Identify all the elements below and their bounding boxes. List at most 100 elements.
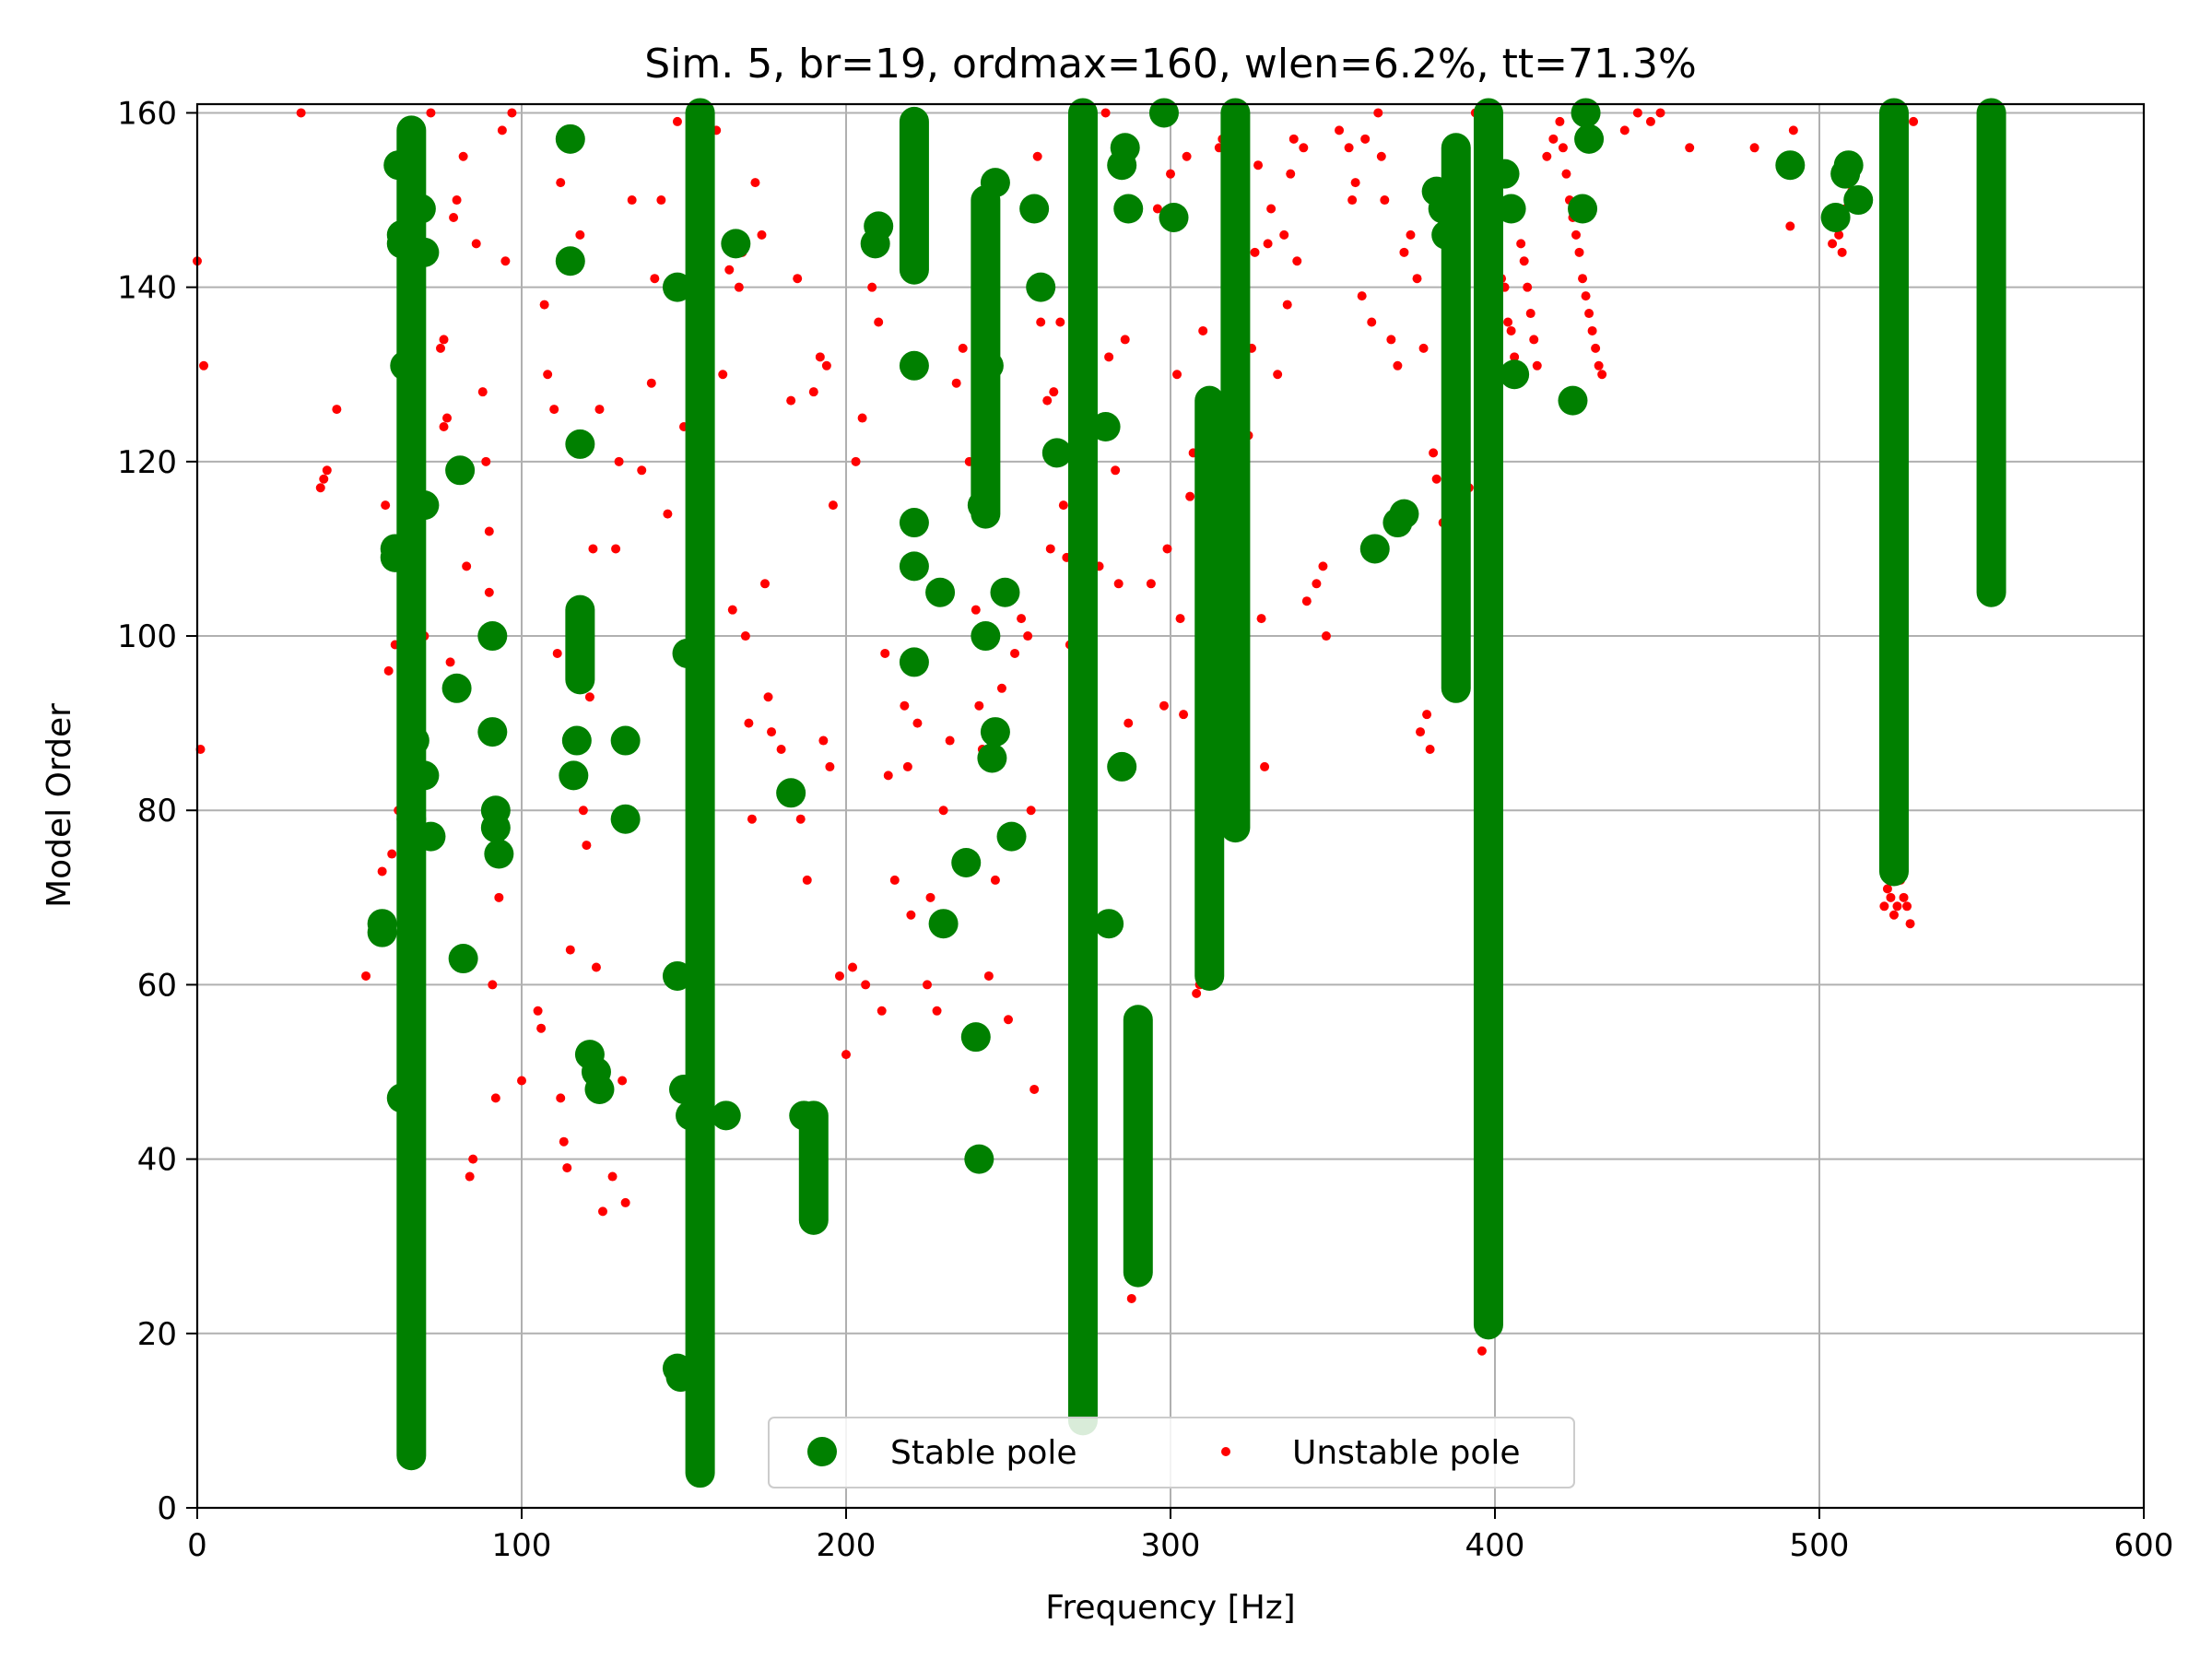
unstable-pole (1256, 614, 1266, 624)
unstable-pole (1004, 1015, 1013, 1025)
unstable-pole (983, 971, 994, 981)
unstable-pole (1561, 169, 1571, 179)
unstable-pole (902, 761, 912, 771)
unstable-pole (938, 806, 948, 816)
unstable-pole (1376, 151, 1386, 161)
unstable-pole (1523, 282, 1533, 292)
unstable-pole (1888, 910, 1899, 920)
unstable-pole (861, 980, 871, 990)
unstable-pole (1587, 325, 1597, 335)
stable-pole (1110, 133, 1140, 163)
y-tick-label: 120 (117, 444, 177, 481)
unstable-pole (462, 561, 472, 571)
unstable-pole (1879, 901, 1889, 912)
stable-pole (1090, 412, 1121, 442)
stable-pole (484, 839, 514, 869)
stable-pole (951, 847, 982, 877)
unstable-pole (828, 500, 838, 511)
unstable-pole (1253, 160, 1264, 171)
unstable-pole (458, 151, 468, 161)
unstable-pole (763, 692, 773, 702)
unstable-pole (381, 500, 391, 511)
unstable-pole (672, 116, 682, 126)
unstable-pole (1578, 274, 1588, 284)
unstable-pole (821, 360, 831, 371)
unstable-pole (1292, 256, 1302, 266)
stable-pole (899, 350, 929, 381)
unstable-pole (452, 195, 462, 206)
unstable-pole (1367, 317, 1377, 327)
stable-pole (1113, 194, 1144, 224)
x-tick-label: 100 (492, 1527, 552, 1564)
stable-pole (390, 350, 420, 381)
stable-pole (980, 717, 1010, 747)
unstable-pole (734, 282, 744, 292)
unstable-pole (614, 456, 624, 466)
unstable-pole (1525, 309, 1535, 319)
unstable-pole (199, 360, 209, 371)
unstable-pole (834, 971, 844, 981)
stable-pole (1496, 194, 1526, 224)
unstable-pole (465, 1171, 475, 1182)
unstable-pole (1785, 221, 1795, 231)
legend-box (768, 1417, 1575, 1488)
unstable-pole (1429, 448, 1439, 458)
unstable-pole (951, 378, 961, 388)
unstable-pole (760, 579, 770, 589)
unstable-pole (1045, 544, 1055, 554)
unstable-pole (889, 875, 900, 885)
stable-pole (1148, 98, 1179, 128)
stable-pole (610, 725, 641, 756)
unstable-pole (744, 718, 754, 728)
stable-pole (448, 944, 478, 974)
y-tick-label: 60 (137, 967, 177, 1004)
unstable-pole (795, 814, 806, 824)
unstable-pole (442, 413, 453, 423)
unstable-pole (650, 274, 660, 284)
unstable-pole (533, 1006, 543, 1016)
unstable-pole (1049, 387, 1059, 397)
stable-pole (1359, 534, 1390, 564)
unstable-pole (1828, 239, 1838, 249)
unstable-pole (1516, 239, 1526, 249)
unstable-pole (1594, 360, 1604, 371)
stable-pole (676, 1100, 706, 1131)
unstable-pole (1335, 125, 1345, 135)
unstable-pole (1399, 247, 1409, 257)
unstable-pole (377, 866, 387, 877)
unstable-pole (1175, 614, 1185, 624)
unstable-pole (841, 1050, 851, 1060)
stable-pole (555, 124, 585, 154)
unstable-pole (598, 1206, 607, 1217)
unstable-pole (740, 631, 750, 641)
unstable-pole (1120, 335, 1130, 345)
unstable-pole (945, 735, 955, 746)
unstable-pole (552, 648, 562, 658)
stable-pole (380, 542, 410, 572)
unstable-pole (588, 544, 598, 554)
unstable-pole (1282, 300, 1292, 310)
unstable-pole (1837, 247, 1847, 257)
stable-pole (1833, 150, 1864, 181)
unstable-pole (663, 509, 673, 519)
unstable-pole (471, 239, 481, 249)
unstable-pole (990, 875, 1000, 885)
unstable-pole (1619, 125, 1630, 135)
stable-pole (960, 1022, 991, 1053)
unstable-pole (439, 335, 449, 345)
unstable-pole (1431, 474, 1441, 484)
unstable-pole (607, 1171, 618, 1182)
stable-pole (1571, 98, 1601, 128)
unstable-pole (1042, 395, 1053, 406)
unstable-pole (494, 892, 504, 902)
unstable-pole (383, 665, 394, 676)
unstable-pole (1104, 352, 1114, 362)
stable-pole (1489, 159, 1520, 189)
stable-pole (441, 673, 472, 703)
unstable-pole (543, 370, 553, 380)
unstable-pole (1266, 204, 1277, 214)
stable-pole (477, 621, 508, 652)
stable-pole (899, 551, 929, 582)
y-tick-label: 140 (117, 270, 177, 307)
